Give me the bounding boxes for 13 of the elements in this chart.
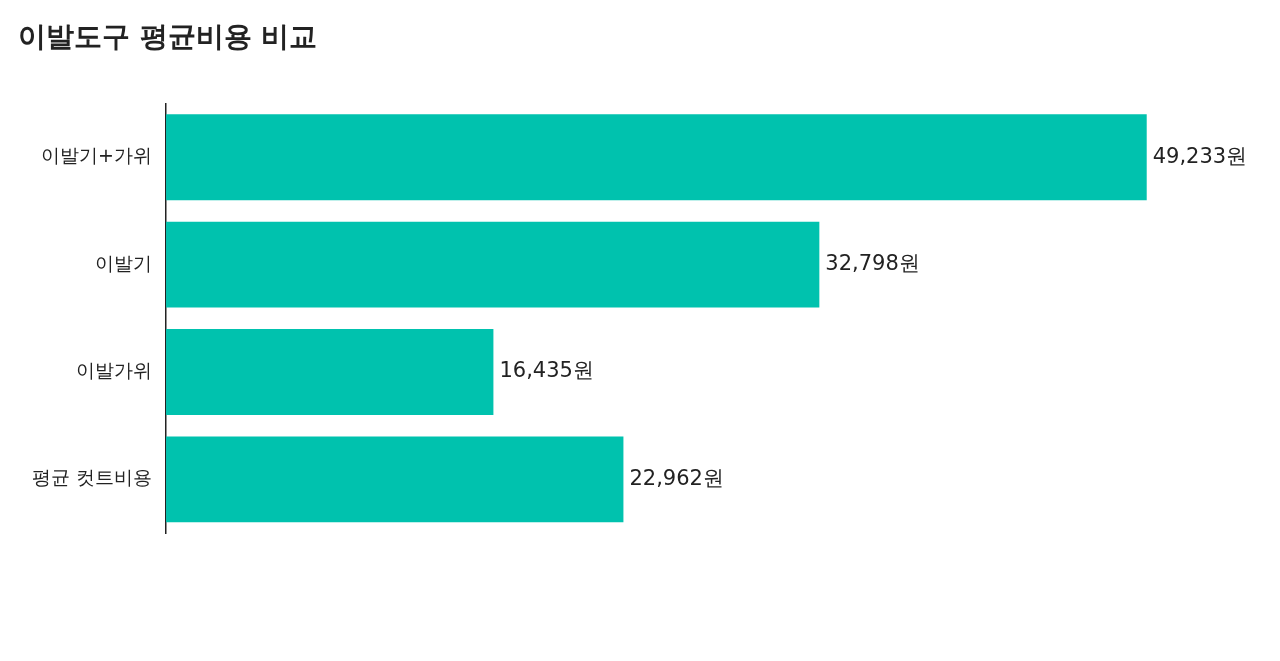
y-tick-label: 평균 컷트비용 xyxy=(31,466,153,489)
bar xyxy=(166,436,624,523)
bar xyxy=(166,221,820,308)
bar xyxy=(166,329,494,415)
chart-title: 이발도구 평균비용 비교 xyxy=(18,20,318,54)
y-tick-label: 이발기 xyxy=(95,251,153,274)
bar xyxy=(166,114,1147,201)
data-label: 16,435원 xyxy=(499,358,594,383)
data-label: 32,798원 xyxy=(825,251,920,276)
data-label: 22,962원 xyxy=(629,465,724,490)
y-tick-label: 이발기+가위 xyxy=(41,144,153,167)
data-label: 49,233원 xyxy=(1152,143,1248,168)
y-tick-label: 이발가위 xyxy=(76,358,153,381)
